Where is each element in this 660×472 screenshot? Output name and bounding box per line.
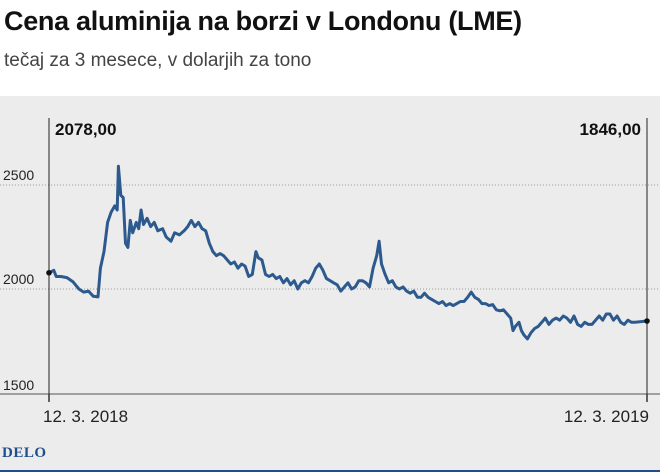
annotation-label-end: 1846,00 (580, 120, 641, 139)
x-tick-label-0: 12. 3. 2018 (43, 407, 128, 426)
chart-title: Cena aluminija na borzi v Londonu (LME) (4, 6, 522, 36)
footer: DELO (0, 442, 660, 472)
x-tick-label-1: 12. 3. 2019 (564, 407, 649, 426)
endpoint-dot-start (46, 269, 52, 276)
endpoint-dot-end (644, 318, 650, 324)
series-layer (47, 164, 649, 341)
annotation-label-start: 2078,00 (55, 120, 116, 139)
y-tick-labels: 2500 2000 1500 (3, 167, 34, 393)
annotation-labels: 2078,00 1846,00 (55, 120, 641, 139)
endpoint-markers (46, 269, 650, 324)
footer-rule (0, 470, 660, 472)
grid-lines (0, 184, 660, 395)
chart-subtitle: tečaj za 3 mesece, v dolarjih za tono (4, 50, 312, 71)
y-tick-label-2500: 2500 (3, 167, 34, 183)
annotation-lines (48, 118, 648, 394)
x-tick-labels: 12. 3. 2018 12. 3. 2019 (43, 394, 649, 426)
y-tick-label-2000: 2000 (3, 271, 34, 287)
delo-logo: DELO (2, 445, 47, 461)
series-line-0 (47, 164, 649, 341)
y-tick-label-1500: 1500 (3, 377, 34, 393)
chart-background (0, 96, 660, 442)
